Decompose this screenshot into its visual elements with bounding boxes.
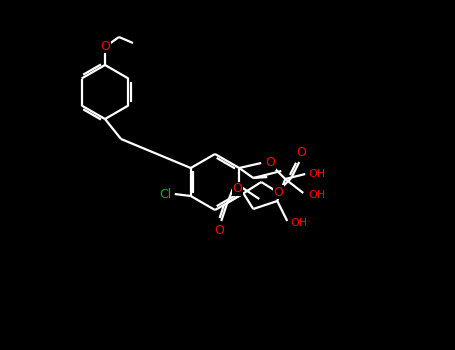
- Text: O: O: [296, 147, 306, 160]
- Text: O: O: [265, 156, 275, 169]
- Text: OH: OH: [308, 169, 326, 179]
- Text: O: O: [233, 182, 242, 196]
- Text: OH: OH: [291, 218, 308, 228]
- Text: O: O: [100, 40, 110, 52]
- Text: O: O: [273, 186, 283, 198]
- Text: O: O: [214, 224, 224, 237]
- Text: OH: OH: [308, 190, 326, 200]
- Text: Cl: Cl: [160, 188, 172, 201]
